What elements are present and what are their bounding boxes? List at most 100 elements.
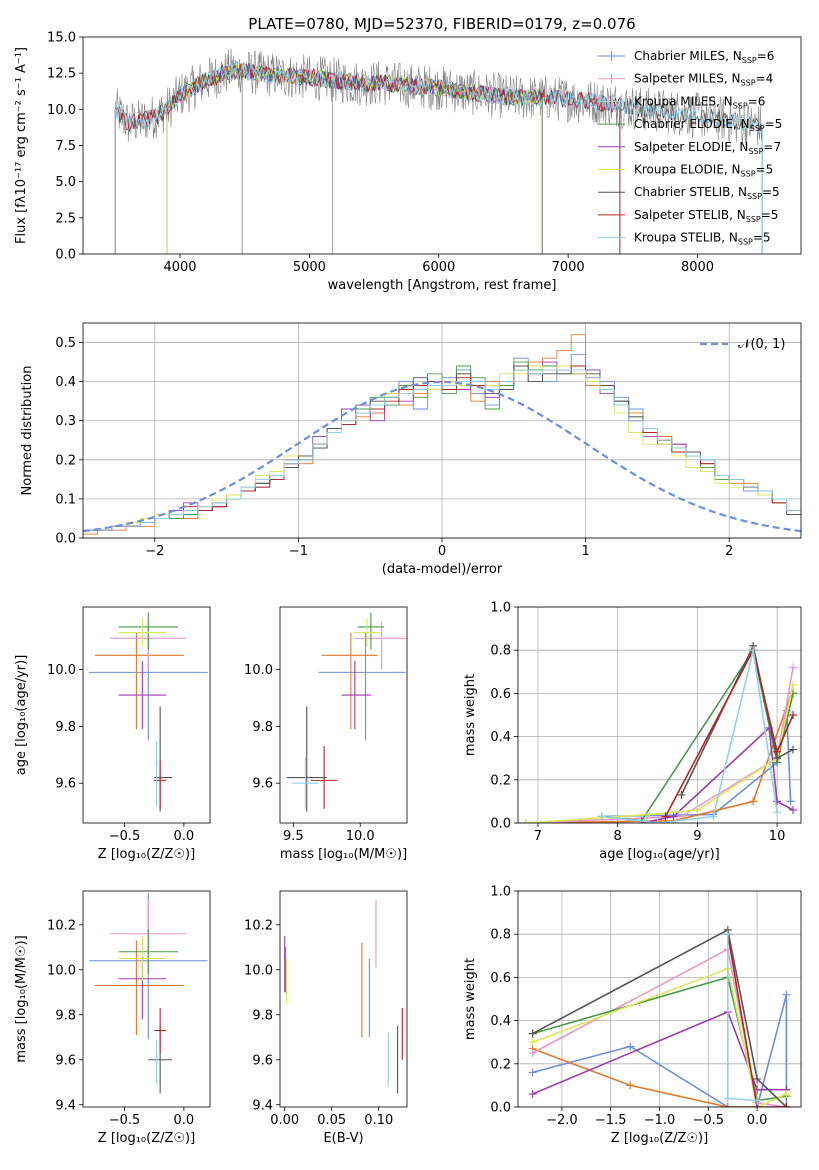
x-tick-label: −0.5 — [109, 829, 141, 844]
y-tick-label: 9.4 — [55, 1098, 76, 1113]
legend-label-suffix: =4 — [756, 72, 774, 86]
y-tick-label: 0.2 — [490, 1057, 511, 1072]
legend-label-sub: SSP — [741, 79, 756, 88]
histogram-panel: −2 −1 0 1 2 0.0 0.1 0.2 0.3 0.4 0.5 (data-model)/er… — [20, 322, 802, 577]
x-tick-label: 10 — [769, 829, 786, 844]
mass-weight-marker — [626, 1042, 635, 1051]
x-tick-label: 9 — [693, 829, 701, 844]
x-tick-label: 1 — [581, 544, 589, 559]
mass-weight-plot-area — [521, 641, 798, 823]
legend-label-main: Chabrier STELIB, N — [634, 185, 747, 199]
legend-label-main: Chabrier MILES, N — [634, 49, 742, 63]
y-tick-label: 0.1 — [55, 492, 76, 507]
mass-weight-marker — [521, 819, 530, 823]
mass-weight-marker — [753, 1096, 762, 1105]
errorbar-point-0 — [318, 632, 406, 741]
mass-weight-line-0 — [532, 994, 788, 1107]
x-axis-label: age [log₁₀(age/yr)] — [599, 847, 720, 862]
mass-weight-marker — [723, 1103, 732, 1107]
errorbar-panel-6: 0.00 0.05 0.10 9.4 9.6 9.8 10.0 10.2 E(B-V) — [244, 890, 408, 1146]
spectrum-plot-area — [114, 48, 763, 254]
legend-label-1: Salpeter MILES, NSSP=4 — [634, 72, 773, 88]
x-tick-label: 0.05 — [317, 1113, 346, 1128]
spectrum-panel: 4000 5000 6000 7000 8000 0.0 2.5 5.0 7.5 10.0 12.5… — [14, 15, 802, 293]
x-tick-label: 0 — [438, 544, 446, 559]
y-tick-label: 0.4 — [55, 375, 76, 390]
x-tick-label: 4000 — [163, 260, 196, 275]
mass-weight-line-1 — [532, 1047, 758, 1107]
y-tick-label: 0.6 — [490, 971, 511, 986]
errorbar-point-1 — [321, 632, 378, 730]
y-tick-label: 9.6 — [252, 777, 273, 792]
errorbar-point-8 — [155, 1039, 158, 1085]
mass-weight-marker — [645, 810, 654, 819]
x-axis-label: Z [log₁₀(Z/Z☉)] — [98, 1131, 195, 1146]
y-tick-label: 7.5 — [55, 139, 76, 154]
legend-label-suffix: =5 — [753, 231, 771, 245]
y-tick-label: 10.2 — [47, 918, 76, 933]
y-tick-label: 0.8 — [490, 644, 511, 659]
y-axis-label: age [log₁₀(age/yr)] — [14, 655, 29, 776]
y-tick-label: 15.0 — [47, 31, 76, 46]
errorbar-point-4 — [118, 612, 178, 650]
legend-label-3: Chabrier ELODIE, NSSP=5 — [634, 117, 782, 133]
errorbar-point-3 — [118, 661, 167, 730]
legend-label-4: Salpeter ELODIE, NSSP=7 — [634, 140, 781, 156]
mass-weight-line-7 — [664, 647, 794, 817]
legend-label-sub: SSP — [750, 124, 765, 133]
mass-weight-plot-area — [528, 925, 791, 1107]
y-tick-label: 0.4 — [490, 1014, 511, 1029]
legend-label-2: Kroupa MILES, NSSP=6 — [634, 94, 765, 110]
chart-title: PLATE=0780, MJD=52370, FIBERID=0179, z=0… — [248, 15, 635, 33]
y-axis-label: Normed distribution — [20, 366, 35, 496]
x-tick-label: −0.5 — [693, 1113, 725, 1128]
histogram-7 — [83, 369, 801, 538]
mass-weight-marker — [669, 812, 678, 821]
mass-weight-marker — [789, 806, 798, 815]
x-tick-label: −2.0 — [546, 1113, 578, 1128]
y-axis-label: mass weight — [463, 674, 478, 756]
errorbar-point-8 — [155, 740, 158, 806]
legend-label-suffix: =5 — [756, 163, 774, 177]
histogram-plot-area — [83, 334, 801, 538]
x-tick-label: 8000 — [681, 260, 714, 275]
y-tick-label: 9.8 — [55, 720, 76, 735]
mass-weight-marker — [528, 1068, 537, 1077]
legend-label-sub: SSP — [747, 192, 762, 201]
x-tick-label: 9.5 — [283, 829, 304, 844]
y-tick-label: 0.0 — [55, 248, 76, 263]
y-tick-label: 9.6 — [55, 777, 76, 792]
mass-weight-line-1 — [525, 693, 793, 823]
legend-label-5: Kroupa ELODIE, NSSP=5 — [634, 163, 773, 179]
errorbar-point-1 — [94, 940, 184, 1035]
x-axis-label: (data-model)/error — [382, 562, 503, 577]
mass-weight-marker — [786, 797, 795, 806]
mass-weight-marker — [661, 812, 670, 821]
legend-label-8: Kroupa STELIB, NSSP=5 — [634, 231, 771, 247]
mass-weight-line-2 — [532, 948, 787, 1107]
legend-label-gaussian: 𝒩(0, 1) — [738, 337, 785, 352]
y-tick-label: 0.2 — [490, 773, 511, 788]
legend-label-sub: SSP — [738, 238, 753, 247]
x-tick-label: 0.10 — [364, 1113, 393, 1128]
x-tick-label: 0.0 — [174, 1113, 195, 1128]
mass-weight-line-3 — [532, 1010, 787, 1095]
axes-frame — [82, 36, 802, 255]
errorbar-point-5 — [353, 618, 381, 647]
errorbar-point-2 — [354, 621, 407, 670]
x-tick-label: −1 — [289, 544, 308, 559]
x-tick-label: 10.0 — [346, 829, 375, 844]
mass-weight-marker — [789, 745, 798, 754]
legend-label-sub: SSP — [746, 215, 761, 224]
legend-label-sub: SSP — [741, 170, 756, 179]
x-axis-label: Z [log₁₀(Z/Z☉)] — [611, 1131, 708, 1146]
mass-weight-marker — [773, 747, 782, 756]
errorbar-plot-area — [286, 612, 407, 812]
errorbar-point-6 — [286, 706, 327, 812]
mass-weight-marker — [677, 790, 686, 799]
y-tick-label: 9.6 — [252, 1053, 273, 1068]
axes-frame — [517, 890, 802, 1108]
y-tick-label: 9.6 — [55, 1053, 76, 1068]
